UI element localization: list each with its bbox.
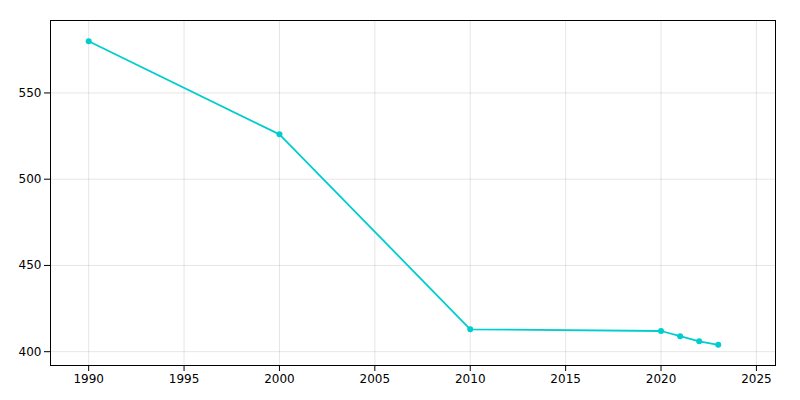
svg-text:2015: 2015 [550,372,581,386]
svg-text:2020: 2020 [646,372,677,386]
svg-text:450: 450 [19,258,42,272]
svg-text:500: 500 [19,172,42,186]
svg-text:2025: 2025 [741,372,772,386]
svg-text:1995: 1995 [169,372,200,386]
svg-text:550: 550 [19,86,42,100]
svg-text:400: 400 [19,345,42,359]
svg-text:2010: 2010 [455,372,486,386]
svg-text:2000: 2000 [264,372,295,386]
svg-text:1990: 1990 [73,372,104,386]
svg-text:2005: 2005 [360,372,391,386]
